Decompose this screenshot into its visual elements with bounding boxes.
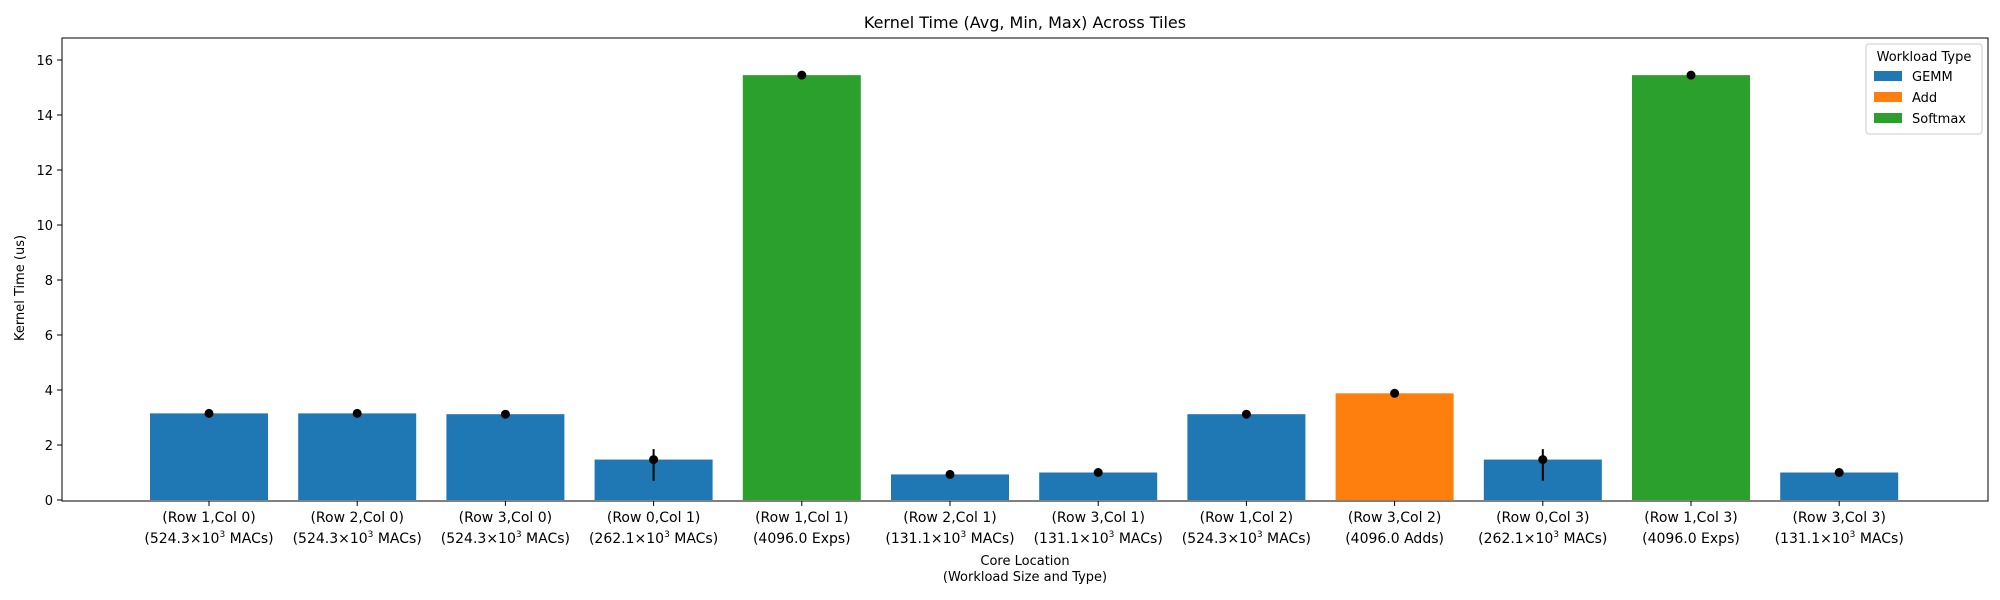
x-tick-label-line1: (Row 3,Col 2) xyxy=(1348,510,1441,526)
x-tick-label-line1: (Row 1,Col 0) xyxy=(162,510,255,526)
x-tick-label-line1: (Row 3,Col 1) xyxy=(1051,510,1144,526)
plot-frame xyxy=(61,37,1989,502)
y-tick-label: 6 xyxy=(45,329,53,344)
bars-group xyxy=(150,75,1899,500)
error-bars-group xyxy=(204,70,1844,481)
bar xyxy=(742,75,861,500)
x-tick-label-line2: (131.1×103 MACs) xyxy=(1775,530,1904,547)
legend-title: Workload Type xyxy=(1877,50,1972,65)
y-tick-label: 8 xyxy=(45,274,53,289)
x-axis-label-line1: Core Location xyxy=(980,554,1069,569)
avg-marker xyxy=(1834,468,1844,477)
y-axis-label: Kernel Time (us) xyxy=(13,235,28,341)
legend: Workload Type GEMM Add Softmax xyxy=(1865,43,1983,135)
bar xyxy=(1632,75,1750,500)
avg-marker xyxy=(352,408,362,418)
avg-marker xyxy=(649,455,659,465)
legend-label: Softmax xyxy=(1912,112,1966,127)
legend-swatch xyxy=(1874,113,1902,123)
bar xyxy=(298,413,417,500)
avg-marker xyxy=(1686,70,1696,80)
bar xyxy=(150,413,268,500)
x-tick-label-line1: (Row 1,Col 1) xyxy=(755,510,848,526)
y-axis-ticks: 0 2 4 6 8 10 12 14 16 xyxy=(36,54,62,509)
legend-label: GEMM xyxy=(1912,70,1953,85)
x-axis-ticks: (Row 1,Col 0) (524.3×103 MACs) (Row 2,Col … xyxy=(144,501,1904,547)
y-tick-label: 16 xyxy=(36,54,53,69)
x-tick-label-line2: (4096.0 Exps) xyxy=(1642,531,1740,547)
legend-label: Add xyxy=(1912,91,1937,106)
x-tick-label-line1: (Row 1,Col 3) xyxy=(1644,510,1737,526)
y-tick-label: 12 xyxy=(36,164,53,179)
legend-swatch xyxy=(1874,71,1902,81)
avg-marker xyxy=(797,70,807,80)
legend-swatch xyxy=(1874,92,1902,102)
x-tick-label-line1: (Row 0,Col 3) xyxy=(1496,510,1589,526)
y-tick-label: 0 xyxy=(45,494,53,509)
x-tick-label-line2: (524.3×103 MACs) xyxy=(1182,530,1311,547)
avg-marker xyxy=(1538,455,1548,465)
y-tick-label: 14 xyxy=(36,109,53,124)
avg-marker xyxy=(1390,388,1400,398)
x-axis-label-line2: (Workload Size and Type) xyxy=(943,570,1107,585)
x-tick-label-line2: (524.3×103 MACs) xyxy=(441,530,570,547)
x-tick-label-line2: (4096.0 Adds) xyxy=(1345,531,1444,547)
legend-entries: GEMM Add Softmax xyxy=(1874,70,1966,127)
avg-marker xyxy=(1093,468,1103,477)
legend-box xyxy=(1865,43,1983,135)
x-tick-label-line2: (131.1×103 MACs) xyxy=(1034,530,1163,547)
avg-marker xyxy=(1241,409,1251,419)
y-tick-label: 10 xyxy=(36,219,53,234)
x-tick-label-line2: (131.1×103 MACs) xyxy=(885,530,1014,547)
avg-marker xyxy=(500,409,510,419)
y-tick-label: 4 xyxy=(45,384,53,399)
x-tick-label-line2: (4096.0 Exps) xyxy=(753,531,851,547)
bar xyxy=(1039,472,1158,500)
x-tick-label-line2: (262.1×103 MACs) xyxy=(589,530,718,547)
bar xyxy=(1187,414,1306,500)
avg-marker xyxy=(945,469,955,479)
x-tick-label-line1: (Row 2,Col 0) xyxy=(310,510,403,526)
chart-title: Kernel Time (Avg, Min, Max) Across Tiles xyxy=(864,13,1186,32)
x-tick-label-line1: (Row 3,Col 0) xyxy=(459,510,552,526)
avg-marker xyxy=(204,408,214,418)
x-tick-label-line1: (Row 0,Col 1) xyxy=(607,510,700,526)
x-tick-label-line2: (524.3×103 MACs) xyxy=(293,530,422,547)
x-tick-label-line1: (Row 3,Col 3) xyxy=(1792,510,1885,526)
x-tick-label-line2: (524.3×103 MACs) xyxy=(144,530,273,547)
bar xyxy=(1780,472,1899,500)
x-tick-label-line1: (Row 2,Col 1) xyxy=(903,510,996,526)
bar xyxy=(446,414,565,500)
x-tick-label-line2: (262.1×103 MACs) xyxy=(1478,530,1607,547)
bar xyxy=(1335,393,1454,500)
x-tick-label-line1: (Row 1,Col 2) xyxy=(1200,510,1293,526)
y-tick-label: 2 xyxy=(45,439,53,454)
